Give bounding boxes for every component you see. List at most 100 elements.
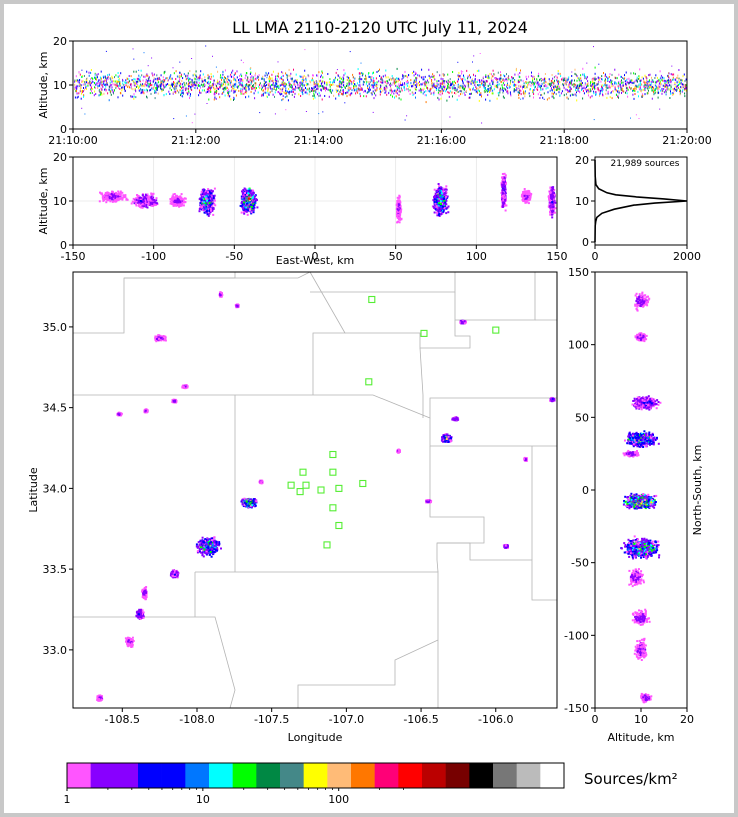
source-point xyxy=(158,77,160,80)
source-point xyxy=(544,84,546,86)
source-point xyxy=(75,80,77,83)
source-point xyxy=(644,74,646,77)
source-point xyxy=(326,83,328,86)
source-pixel xyxy=(207,188,210,191)
source-point xyxy=(616,93,618,96)
source-point xyxy=(571,79,573,82)
source-point xyxy=(415,88,417,91)
source-point xyxy=(150,84,152,87)
source-point xyxy=(581,82,583,84)
source-point xyxy=(291,80,293,82)
source-point xyxy=(615,89,617,92)
source-point xyxy=(250,71,252,74)
source-point xyxy=(165,93,167,96)
source-point xyxy=(639,80,641,83)
source-point xyxy=(373,86,375,89)
source-point xyxy=(427,79,428,82)
source-point xyxy=(639,82,641,85)
source-pixel xyxy=(201,202,204,205)
source-pixel xyxy=(201,197,204,200)
source-point xyxy=(303,88,305,91)
source-point xyxy=(472,78,473,81)
source-point xyxy=(285,89,287,92)
source-pixel xyxy=(203,195,206,198)
source-point xyxy=(268,93,270,96)
source-point xyxy=(177,80,179,83)
source-pixel xyxy=(119,192,122,195)
source-point xyxy=(479,53,481,54)
source-point xyxy=(285,72,287,75)
source-point xyxy=(248,86,250,89)
source-point xyxy=(267,96,268,98)
source-point xyxy=(462,79,463,82)
source-point xyxy=(469,93,471,95)
source-point xyxy=(316,85,318,88)
source-point xyxy=(408,90,410,93)
source-point xyxy=(511,78,513,81)
source-point xyxy=(278,75,279,78)
source-point xyxy=(208,77,210,80)
source-point xyxy=(368,81,370,84)
source-point xyxy=(642,77,644,80)
source-pixel xyxy=(205,206,208,208)
source-point xyxy=(588,88,590,91)
source-point xyxy=(650,80,652,83)
source-point xyxy=(174,88,176,91)
source-point xyxy=(146,83,148,86)
figure-frame xyxy=(4,4,734,813)
source-point xyxy=(240,80,242,82)
source-point xyxy=(307,83,309,86)
source-point xyxy=(447,79,449,82)
source-point xyxy=(253,79,255,82)
source-point xyxy=(174,85,176,88)
source-point xyxy=(76,96,78,99)
source-point xyxy=(638,85,640,88)
source-pixel xyxy=(252,192,255,195)
source-point xyxy=(385,76,387,79)
source-point xyxy=(400,83,401,86)
source-point xyxy=(313,94,315,97)
source-point xyxy=(227,94,229,97)
source-point xyxy=(235,82,237,85)
source-point xyxy=(628,77,630,80)
source-point xyxy=(637,80,638,83)
source-point xyxy=(156,74,158,77)
source-point xyxy=(314,96,316,99)
source-point xyxy=(632,93,634,96)
source-point xyxy=(644,87,646,90)
source-point xyxy=(90,82,92,85)
source-point xyxy=(133,70,135,73)
source-pixel xyxy=(250,211,253,214)
source-point xyxy=(141,84,143,87)
source-point xyxy=(245,87,247,89)
source-point xyxy=(628,86,630,89)
source-point xyxy=(93,94,95,97)
source-point xyxy=(644,93,646,96)
source-point xyxy=(341,81,343,84)
source-point xyxy=(321,80,323,83)
source-point xyxy=(224,81,226,84)
source-point xyxy=(145,81,147,84)
source-point xyxy=(281,78,283,80)
source-point xyxy=(204,76,206,79)
source-pixel xyxy=(150,193,153,196)
source-point xyxy=(637,90,639,93)
source-point xyxy=(591,88,593,91)
source-point xyxy=(581,84,583,87)
source-point xyxy=(268,72,270,75)
source-point xyxy=(319,94,321,97)
source-point xyxy=(406,82,408,85)
source-point xyxy=(661,89,663,92)
source-point xyxy=(137,77,139,80)
source-point xyxy=(392,95,393,98)
source-point xyxy=(599,93,601,96)
source-point xyxy=(489,99,491,102)
source-pixel xyxy=(207,196,210,199)
source-pixel xyxy=(250,189,253,192)
source-point xyxy=(358,78,360,81)
source-point xyxy=(243,87,245,90)
source-point xyxy=(311,90,313,92)
source-point xyxy=(322,87,324,90)
source-point xyxy=(593,79,595,82)
source-point xyxy=(578,77,580,80)
